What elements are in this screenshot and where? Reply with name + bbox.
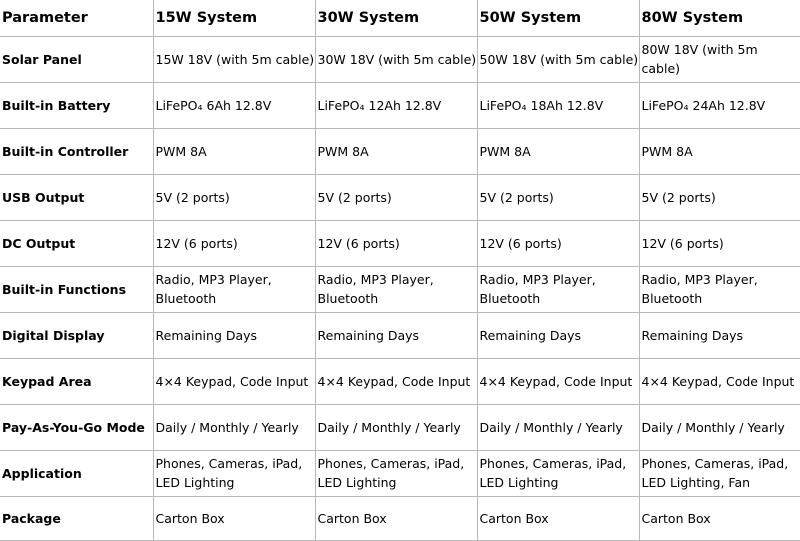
cell-30w: Remaining Days xyxy=(314,311,478,359)
cell-50w: LiFePO₄ 18Ah 12.8V xyxy=(476,81,640,129)
cell-15w: 12V (6 ports) xyxy=(152,219,316,267)
row-parameter: Keypad Area xyxy=(0,357,154,405)
cell-80w: PWM 8A xyxy=(638,127,800,175)
cell-30w: Carton Box xyxy=(314,495,478,541)
cell-50w: Remaining Days xyxy=(476,311,640,359)
cell-30w: 5V (2 ports) xyxy=(314,173,478,221)
cell-50w: 50W 18V (with 5m cable) xyxy=(476,35,640,83)
row-parameter: Application xyxy=(0,449,154,497)
row-parameter: Built-in Controller xyxy=(0,127,154,175)
header-15w-system: 15W System xyxy=(152,0,316,37)
cell-15w: 5V (2 ports) xyxy=(152,173,316,221)
table-row: Built-in Controller PWM 8A PWM 8A PWM 8A… xyxy=(0,127,800,175)
cell-50w: Radio, MP3 Player, Bluetooth xyxy=(476,265,640,313)
table-header: Parameter 15W System 30W System 50W Syst… xyxy=(0,0,800,37)
cell-80w: Radio, MP3 Player, Bluetooth xyxy=(638,265,800,313)
row-parameter: Digital Display xyxy=(0,311,154,359)
cell-50w: Daily / Monthly / Yearly xyxy=(476,403,640,451)
cell-15w: Remaining Days xyxy=(152,311,316,359)
cell-80w: 80W 18V (with 5m cable) xyxy=(638,35,800,83)
table-body: Solar Panel 15W 18V (with 5m cable) 30W … xyxy=(0,35,800,541)
cell-15w: Carton Box xyxy=(152,495,316,541)
cell-15w: 15W 18V (with 5m cable) xyxy=(152,35,316,83)
row-parameter: Package xyxy=(0,495,154,541)
table-row: DC Output 12V (6 ports) 12V (6 ports) 12… xyxy=(0,219,800,267)
cell-50w: Phones, Cameras, iPad, LED Lighting xyxy=(476,449,640,497)
cell-15w: Radio, MP3 Player, Bluetooth xyxy=(152,265,316,313)
table-row: Built-in Functions Radio, MP3 Player, Bl… xyxy=(0,265,800,313)
table-row: Pay-As-You-Go Mode Daily / Monthly / Yea… xyxy=(0,403,800,451)
cell-30w: Radio, MP3 Player, Bluetooth xyxy=(314,265,478,313)
header-parameter: Parameter xyxy=(0,0,154,37)
cell-80w: Phones, Cameras, iPad, LED Lighting, Fan xyxy=(638,449,800,497)
table-row: Built-in Battery LiFePO₄ 6Ah 12.8V LiFeP… xyxy=(0,81,800,129)
cell-15w: Phones, Cameras, iPad, LED Lighting xyxy=(152,449,316,497)
table-row: Digital Display Remaining Days Remaining… xyxy=(0,311,800,359)
row-parameter: USB Output xyxy=(0,173,154,221)
cell-30w: Daily / Monthly / Yearly xyxy=(314,403,478,451)
cell-80w: 5V (2 ports) xyxy=(638,173,800,221)
cell-50w: 4×4 Keypad, Code Input xyxy=(476,357,640,405)
cell-30w: 4×4 Keypad, Code Input xyxy=(314,357,478,405)
cell-50w: 12V (6 ports) xyxy=(476,219,640,267)
table-row: Solar Panel 15W 18V (with 5m cable) 30W … xyxy=(0,35,800,83)
table-row: Application Phones, Cameras, iPad, LED L… xyxy=(0,449,800,497)
header-50w-system: 50W System xyxy=(476,0,640,37)
header-80w-system: 80W System xyxy=(638,0,800,37)
cell-15w: LiFePO₄ 6Ah 12.8V xyxy=(152,81,316,129)
row-parameter: Solar Panel xyxy=(0,35,154,83)
cell-80w: LiFePO₄ 24Ah 12.8V xyxy=(638,81,800,129)
row-parameter: DC Output xyxy=(0,219,154,267)
cell-50w: 5V (2 ports) xyxy=(476,173,640,221)
cell-30w: PWM 8A xyxy=(314,127,478,175)
cell-80w: 12V (6 ports) xyxy=(638,219,800,267)
cell-80w: Carton Box xyxy=(638,495,800,541)
cell-80w: Remaining Days xyxy=(638,311,800,359)
cell-15w: Daily / Monthly / Yearly xyxy=(152,403,316,451)
row-parameter: Built-in Battery xyxy=(0,81,154,129)
row-parameter: Built-in Functions xyxy=(0,265,154,313)
table-row: Package Carton Box Carton Box Carton Box… xyxy=(0,495,800,541)
table-row: USB Output 5V (2 ports) 5V (2 ports) 5V … xyxy=(0,173,800,221)
header-row: Parameter 15W System 30W System 50W Syst… xyxy=(0,0,800,37)
cell-15w: 4×4 Keypad, Code Input xyxy=(152,357,316,405)
cell-80w: 4×4 Keypad, Code Input xyxy=(638,357,800,405)
cell-30w: 30W 18V (with 5m cable) xyxy=(314,35,478,83)
cell-30w: Phones, Cameras, iPad, LED Lighting xyxy=(314,449,478,497)
cell-80w: Daily / Monthly / Yearly xyxy=(638,403,800,451)
row-parameter: Pay-As-You-Go Mode xyxy=(0,403,154,451)
cell-30w: 12V (6 ports) xyxy=(314,219,478,267)
cell-50w: Carton Box xyxy=(476,495,640,541)
cell-30w: LiFePO₄ 12Ah 12.8V xyxy=(314,81,478,129)
cell-15w: PWM 8A xyxy=(152,127,316,175)
cell-50w: PWM 8A xyxy=(476,127,640,175)
table-row: Keypad Area 4×4 Keypad, Code Input 4×4 K… xyxy=(0,357,800,405)
header-30w-system: 30W System xyxy=(314,0,478,37)
